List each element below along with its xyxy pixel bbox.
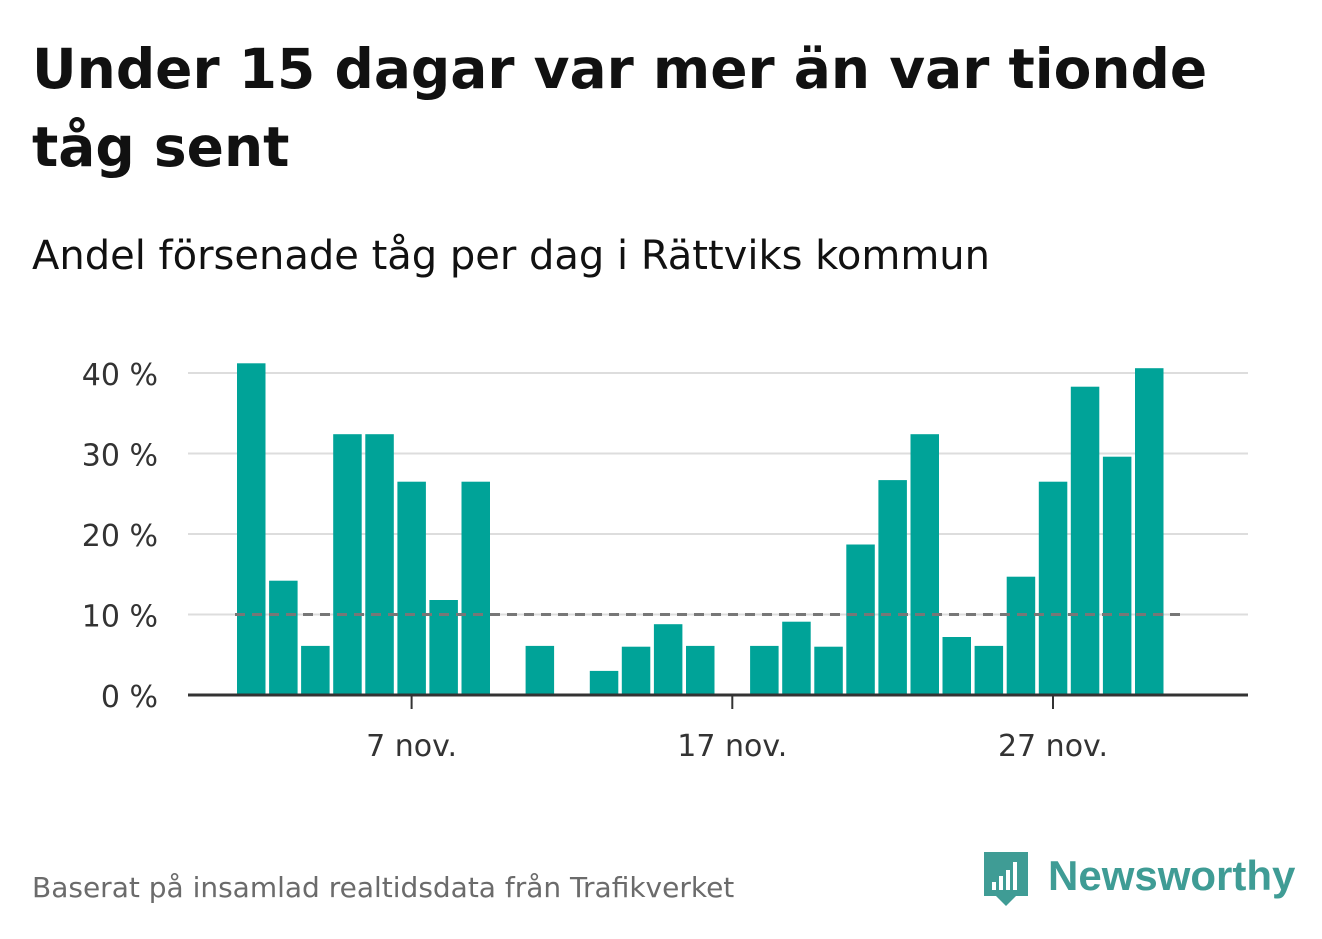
bar xyxy=(653,624,683,695)
bar xyxy=(814,646,843,695)
source-note: Baserat på insamlad realtidsdata från Tr… xyxy=(32,871,735,904)
bar xyxy=(942,637,971,695)
chart-subtitle: Andel försenade tåg per dag i Rättviks k… xyxy=(32,233,991,279)
bar xyxy=(878,480,907,695)
bar-chart-speech-bubble-icon xyxy=(984,852,1028,906)
bar xyxy=(365,434,394,695)
bar xyxy=(910,434,939,695)
y-tick-label: 0 % xyxy=(101,680,158,715)
y-tick-label: 30 % xyxy=(82,439,158,474)
y-tick-label: 40 % xyxy=(82,358,158,393)
bar xyxy=(237,363,266,695)
bar xyxy=(461,481,490,695)
bar xyxy=(686,645,715,695)
bar xyxy=(1102,456,1132,695)
bar xyxy=(1135,368,1164,695)
bar-series xyxy=(237,363,1164,695)
bar xyxy=(1006,576,1036,695)
y-tick-label: 20 % xyxy=(82,519,158,554)
bar xyxy=(750,645,779,695)
bar xyxy=(269,580,298,695)
bar xyxy=(782,621,811,695)
y-tick-label: 10 % xyxy=(82,600,158,635)
y-tick-labels: 0 % 10 % 20 % 30 % 40 % xyxy=(82,358,158,715)
bar xyxy=(397,481,426,695)
bar xyxy=(1070,386,1100,695)
x-tick-label: 17 nov. xyxy=(677,729,787,764)
bar xyxy=(525,645,555,695)
chart-title: Under 15 dagar var mer än var tionde tåg… xyxy=(32,37,1208,179)
bar xyxy=(333,434,362,695)
brand-name: Newsworthy xyxy=(1048,852,1296,899)
bar xyxy=(1038,481,1068,695)
bar xyxy=(301,645,330,695)
bar xyxy=(621,646,651,695)
bar xyxy=(589,670,619,695)
brand-logo: Newsworthy xyxy=(980,848,1300,912)
x-tick-label: 27 nov. xyxy=(998,729,1108,764)
bar xyxy=(974,645,1004,695)
bar xyxy=(846,544,875,695)
x-axis xyxy=(188,693,1248,709)
x-tick-label: 7 nov. xyxy=(366,729,457,764)
x-tick-labels: 7 nov. 17 nov. 27 nov. xyxy=(366,729,1108,764)
